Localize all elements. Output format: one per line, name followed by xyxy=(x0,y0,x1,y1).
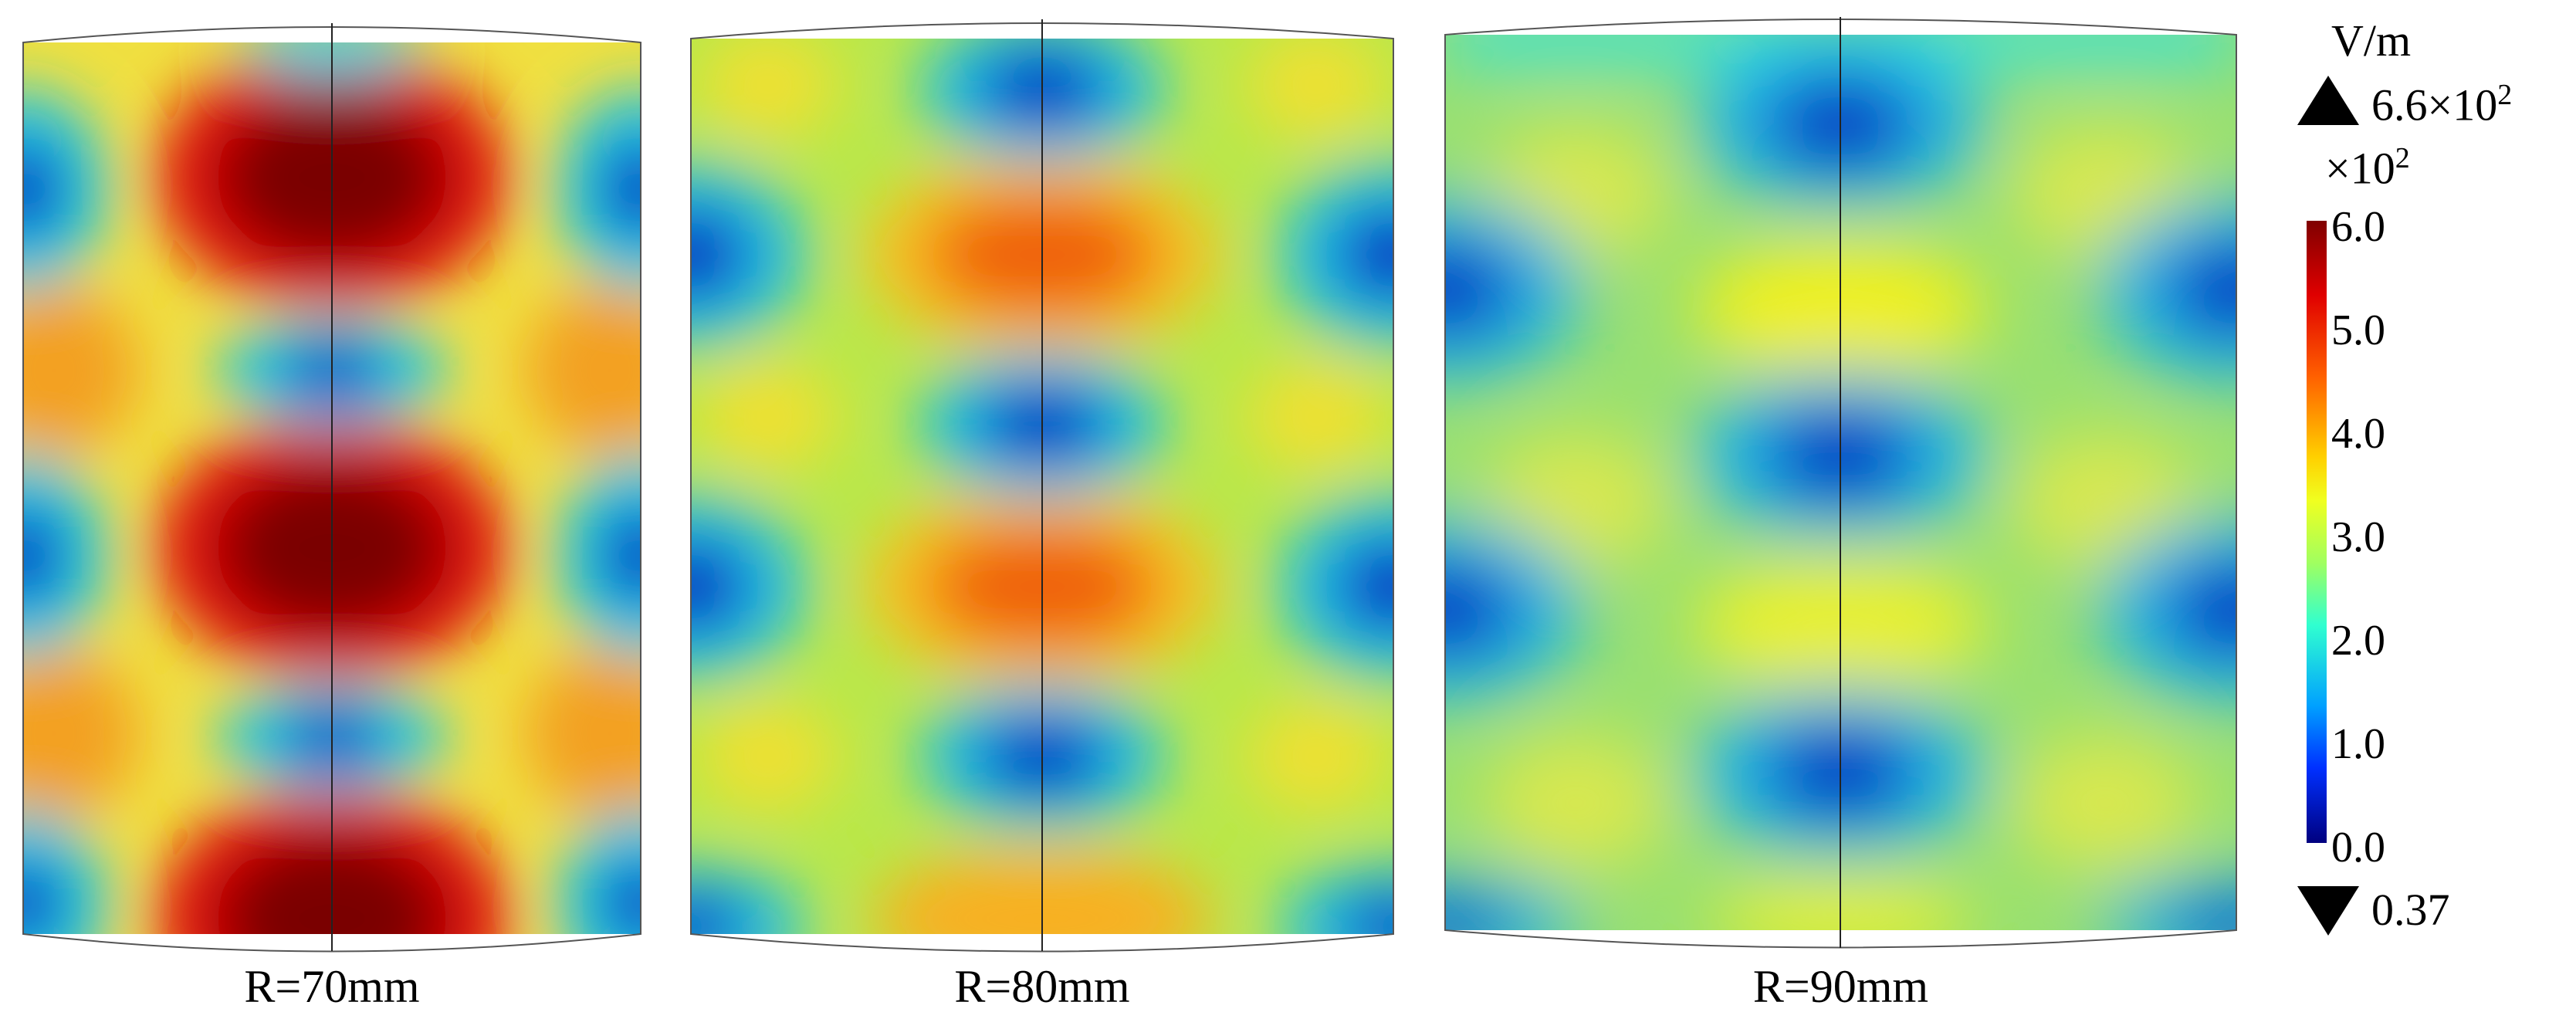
cylinder-outline-r90 xyxy=(1444,19,2237,949)
field-map-r70 xyxy=(22,23,641,953)
tick-label: 1.0 xyxy=(2331,720,2385,768)
legend-multiplier: ×102 xyxy=(2325,144,2410,191)
panel-label-r70: R=70mm xyxy=(244,961,420,1012)
tick-label: 4.0 xyxy=(2331,410,2385,458)
legend-multiplier-base: ×10 xyxy=(2325,143,2395,194)
panel-r90: R=90mm xyxy=(1444,15,2237,1010)
tick-label: 0.0 xyxy=(2331,824,2385,872)
tick-label: 3.0 xyxy=(2331,513,2385,561)
panel-label-r80: R=80mm xyxy=(954,961,1130,1012)
field-map-r80 xyxy=(690,19,1394,953)
legend-max-exponent: 2 xyxy=(2497,79,2513,111)
tick-label: 6.0 xyxy=(2331,203,2385,251)
legend-multiplier-exponent: 2 xyxy=(2395,142,2410,174)
field-map-r90 xyxy=(1444,17,2237,949)
min-triangle-icon xyxy=(2297,886,2359,936)
legend-max-value: 6.6×10 xyxy=(2371,80,2498,130)
colorbar xyxy=(2307,221,2327,843)
panel-r80: R=80mm xyxy=(690,15,1394,1010)
legend-min: 0.37 xyxy=(2371,885,2450,935)
max-triangle-icon xyxy=(2297,76,2359,125)
panel-label-r90: R=90mm xyxy=(1752,961,1929,1012)
color-legend: V/m 6.6×102 ×102 6.0 5.0 4.0 3.0 2.0 1.0… xyxy=(2285,0,2576,1007)
legend-max: 6.6×102 xyxy=(2371,80,2512,127)
tick-label: 5.0 xyxy=(2331,306,2385,354)
panel-r70: R=70mm xyxy=(22,15,641,1010)
tick-label: 2.0 xyxy=(2331,617,2385,665)
cylinder-outline-r70 xyxy=(22,26,641,953)
cylinder-outline-r80 xyxy=(690,22,1394,953)
legend-unit: V/m xyxy=(2331,15,2412,66)
